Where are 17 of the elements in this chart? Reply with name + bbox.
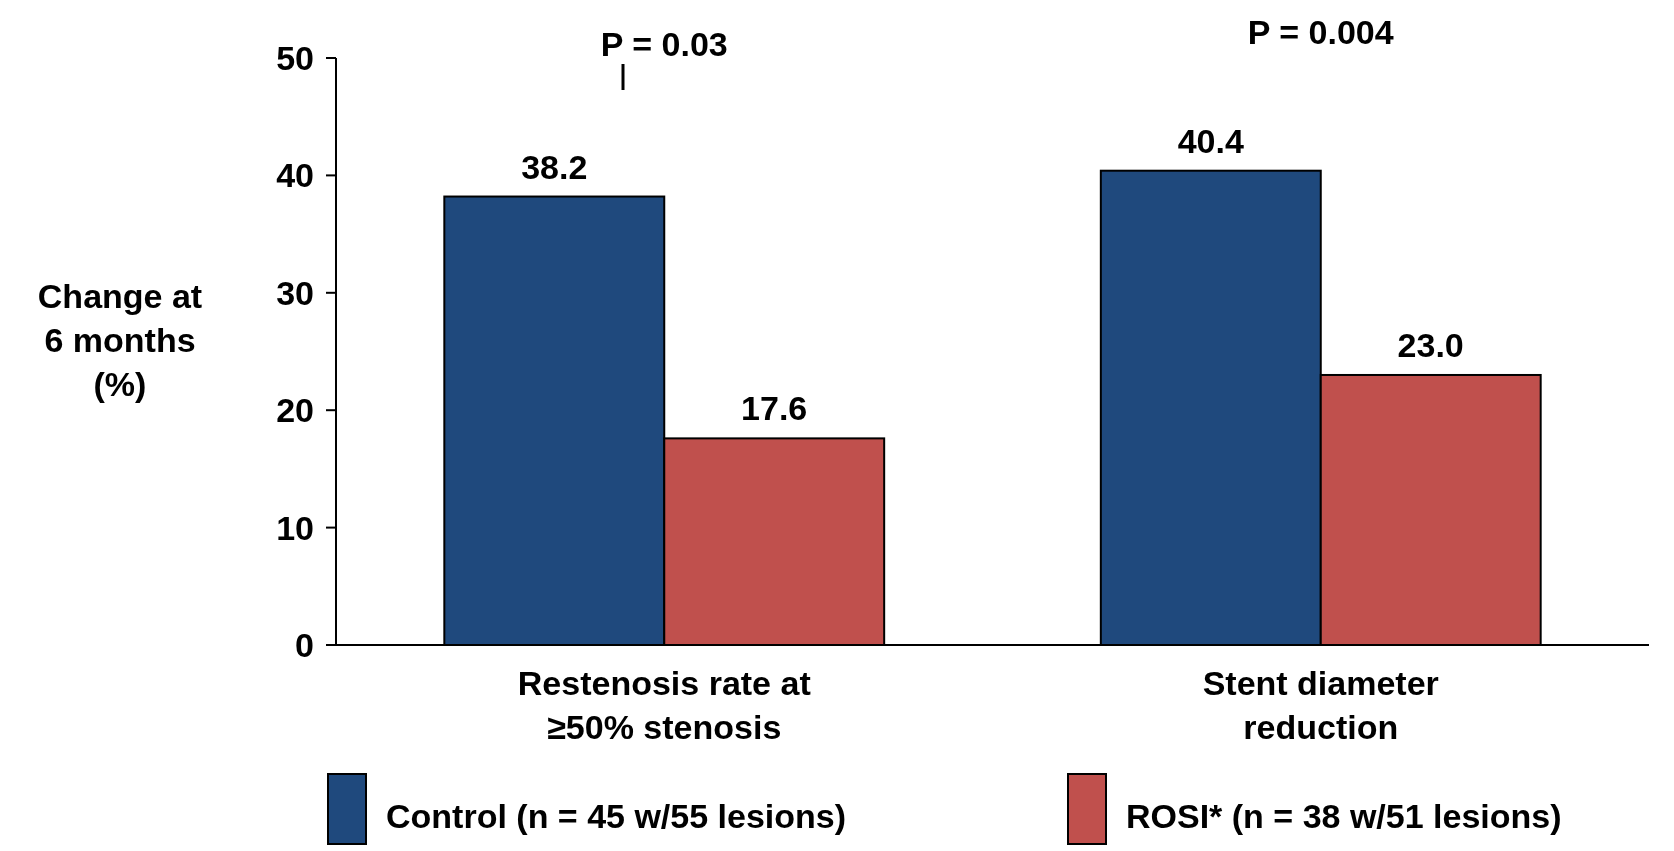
x-tick-label: Stent diameter reduction [1202,664,1439,746]
y-axis-title: Change at 6 months (%) [37,276,203,403]
y-tick-label: 30 [276,273,314,312]
data-label: 40.4 [1177,121,1244,160]
text: P = 0.004 [1247,12,1394,51]
y-tick-label: 10 [276,508,314,547]
data-label: 17.6 [741,389,808,428]
y-tick-label: 40 [276,156,314,195]
data-label: 38.2 [521,147,588,186]
x-tick-label: Restenosis rate at ≥50% stenosis [517,664,811,746]
y-tick-label: 50 [276,38,314,77]
data-label: 23.0 [1397,325,1464,364]
legend-label: Control (n = 45 w/55 lesions) [386,796,847,835]
annotation: P = 0.03 [600,24,728,63]
legend-label: ROSI* (n = 38 w/51 lesions) [1126,796,1562,835]
y-tick-label: 20 [276,391,314,430]
y-tick-label: 0 [295,625,314,664]
